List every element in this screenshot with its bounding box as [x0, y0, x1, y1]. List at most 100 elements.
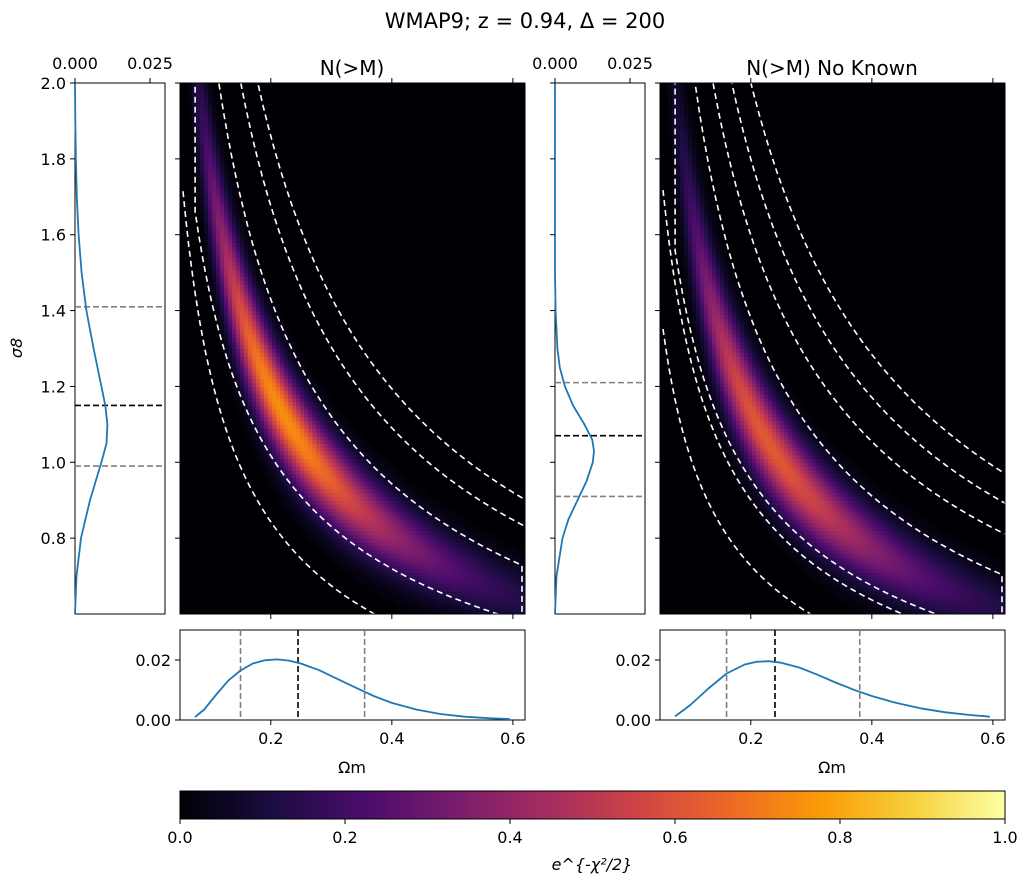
heatmap-cell	[268, 420, 273, 425]
heatmap-cell	[340, 424, 346, 429]
heatmap-cell	[340, 560, 346, 566]
heatmap-cell	[300, 375, 305, 380]
heatmap-cell	[364, 496, 370, 501]
heatmap-cell	[744, 352, 749, 357]
heatmap-cell	[724, 302, 729, 308]
heatmap-cell	[260, 333, 265, 338]
heatmap-cell	[464, 564, 470, 570]
heatmap-cell	[688, 246, 693, 251]
heatmap-cell	[192, 120, 197, 126]
heatmap-cell	[208, 192, 213, 198]
heatmap-cell	[292, 458, 297, 463]
heatmap-cell	[316, 401, 322, 406]
heatmap-cell	[712, 257, 717, 262]
heatmap-cell	[756, 416, 761, 422]
heatmap-cell	[408, 560, 414, 566]
heatmap-cell	[424, 595, 430, 600]
heatmap-cell	[680, 139, 685, 145]
heatmap-cell	[760, 382, 765, 388]
heatmap-cell	[392, 466, 398, 471]
heatmap-cell	[392, 545, 398, 551]
heatmap-cell	[680, 192, 685, 198]
heatmap-cell	[212, 143, 217, 149]
heatmap-cell	[192, 101, 197, 107]
heatmap-cell	[192, 83, 197, 88]
heatmap-cell	[304, 363, 309, 369]
heatmap-cell	[268, 481, 273, 486]
heatmap-cell	[360, 576, 366, 581]
heatmap-cell	[368, 541, 374, 547]
y-tick-label: 2.0	[41, 74, 66, 93]
heatmap-cell	[724, 284, 729, 289]
heatmap-cell	[680, 117, 685, 122]
heatmap-cell	[240, 363, 245, 369]
heatmap-cell	[752, 321, 757, 327]
heatmap-cell	[296, 488, 301, 494]
heatmap-cell	[784, 454, 789, 460]
heatmap-cell	[288, 500, 293, 505]
heatmap-cell	[772, 466, 777, 471]
heatmap-cell	[764, 488, 769, 494]
heatmap-cell	[520, 579, 525, 585]
heatmap-cell	[700, 291, 705, 296]
heatmap-cell	[264, 454, 269, 460]
heatmap-cell	[720, 302, 725, 308]
heatmap-cell	[348, 420, 354, 425]
heatmap-cell	[748, 405, 753, 410]
heatmap-cell	[248, 238, 253, 243]
heatmap-cell	[368, 545, 374, 551]
heatmap-cell	[240, 276, 245, 281]
heatmap-cell	[256, 443, 261, 448]
heatmap-cell	[692, 261, 697, 266]
heatmap-cell	[704, 268, 709, 274]
heatmap-cell	[324, 504, 330, 509]
heatmap-cell	[420, 568, 426, 573]
heatmap-cell	[416, 598, 422, 604]
heatmap-cell	[708, 333, 713, 338]
heatmap-cell	[436, 579, 442, 585]
heatmap-cell	[376, 511, 382, 516]
heatmap-cell	[520, 602, 525, 608]
heatmap-cell	[772, 416, 777, 422]
heatmap-cell	[248, 367, 253, 372]
heatmap-cell	[480, 587, 486, 592]
heatmap-cell	[336, 492, 342, 498]
heatmap-cell	[260, 344, 265, 350]
heatmap-cell	[224, 359, 229, 365]
heatmap-cell	[236, 299, 241, 304]
heatmap-cell	[256, 386, 261, 391]
heatmap-cell	[316, 485, 322, 490]
heatmap-cell	[768, 450, 773, 456]
heatmap-cell	[352, 466, 358, 471]
heatmap-cell	[688, 200, 693, 205]
heatmap-cell	[260, 382, 265, 388]
heatmap-cell	[312, 466, 317, 471]
heatmap-cell	[688, 174, 693, 179]
heatmap-cell	[364, 507, 370, 513]
heatmap-cell	[408, 564, 414, 570]
heatmap-cell	[728, 268, 733, 274]
heatmap-cell	[268, 390, 273, 395]
heatmap-cell	[308, 371, 313, 376]
heatmap-cell	[380, 545, 386, 551]
heatmap-cell	[200, 170, 205, 175]
heatmap-cell	[340, 450, 346, 456]
heatmap-cell	[316, 545, 322, 551]
heatmap-cell	[680, 105, 685, 111]
heatmap-cell	[380, 466, 386, 471]
heatmap-cell	[336, 439, 342, 444]
heatmap-cell	[768, 386, 773, 391]
heatmap-cell	[352, 511, 358, 516]
heatmap-cell	[732, 428, 737, 433]
heatmap-cell	[736, 416, 741, 422]
heatmap-cell	[208, 177, 213, 183]
heatmap-cell	[328, 416, 334, 422]
heatmap-cell	[692, 238, 697, 243]
heatmap-cell	[260, 340, 265, 346]
heatmap-cell	[408, 553, 414, 558]
heatmap-cell	[396, 507, 402, 513]
heatmap-cell	[344, 572, 350, 577]
heatmap-cell	[392, 553, 398, 558]
heatmap-cell	[384, 538, 390, 543]
heatmap-cell	[240, 299, 245, 304]
